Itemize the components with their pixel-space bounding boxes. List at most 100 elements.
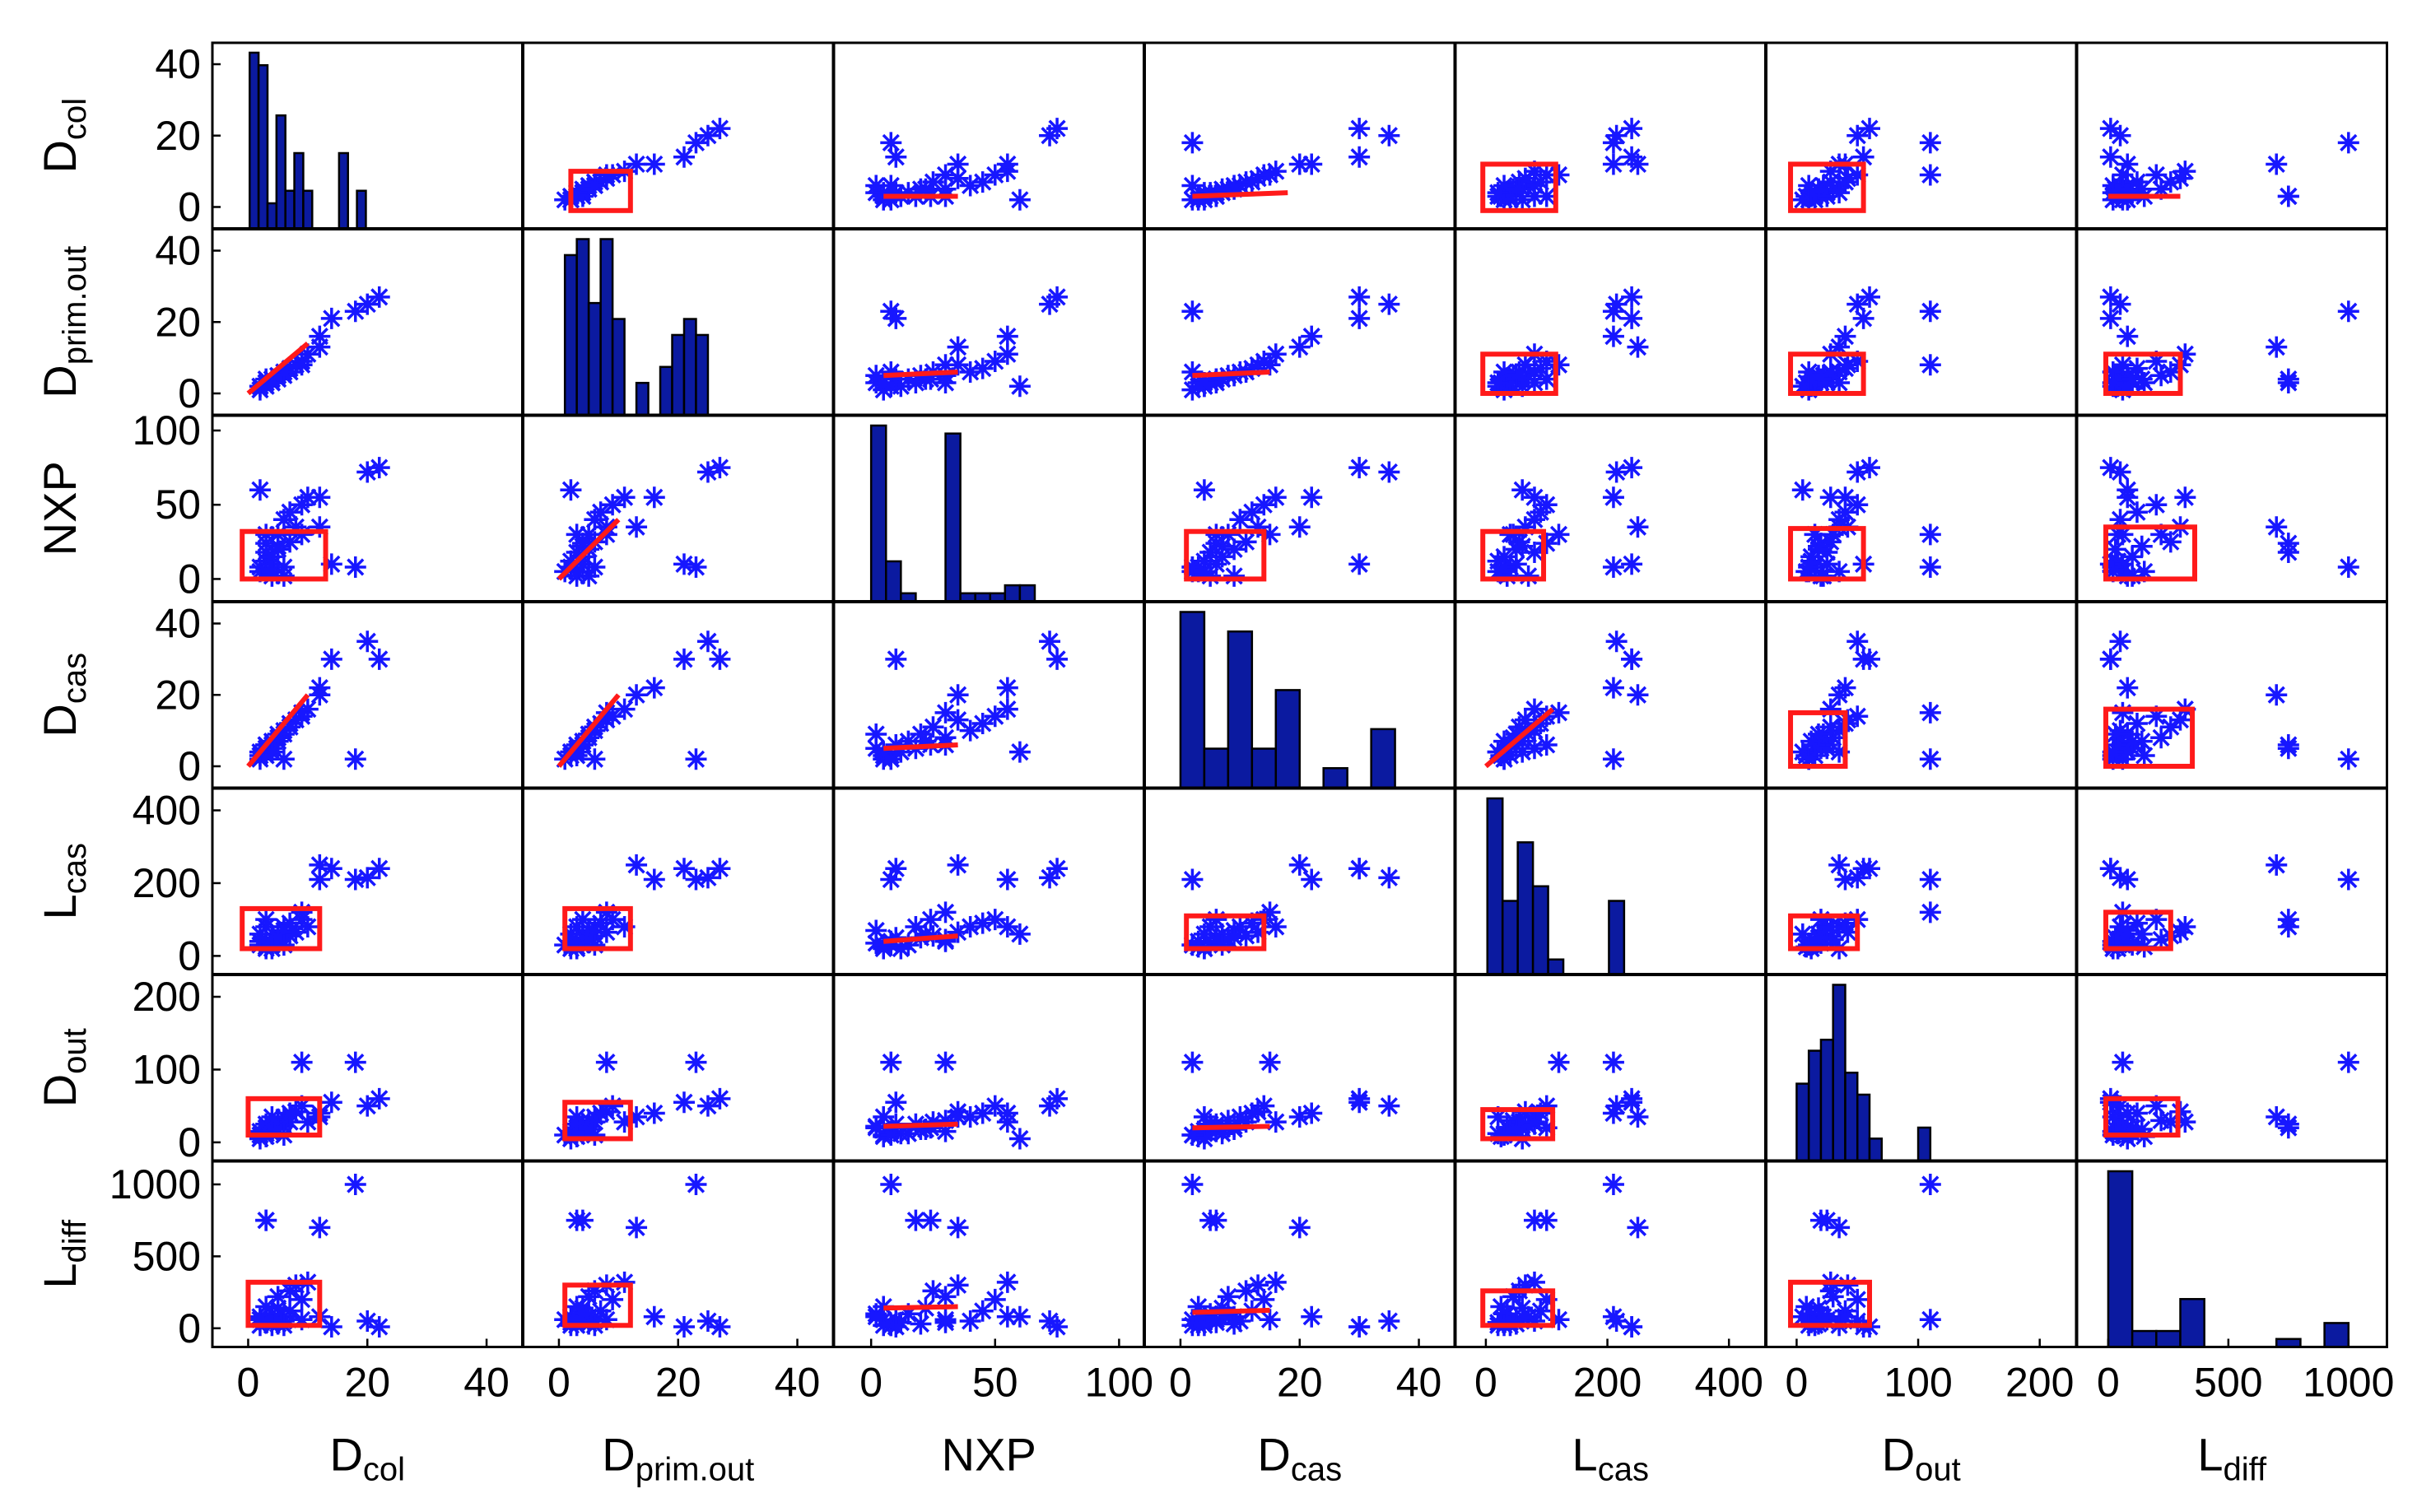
- scatter-point: [296, 343, 319, 365]
- scatter-point: [2131, 178, 2153, 200]
- scatter-point: [2109, 1095, 2131, 1117]
- scatter-point: [880, 300, 902, 323]
- scatter-point: [368, 858, 390, 880]
- scatter-point: [1602, 556, 1624, 579]
- scatter-point: [1496, 565, 1518, 587]
- scatter-point: [2133, 561, 2155, 583]
- y-tick-label: 0: [178, 743, 201, 789]
- scatter-point: [2102, 561, 2124, 583]
- scatter-point: [1223, 1313, 1246, 1335]
- scatter-point: [1487, 741, 1509, 763]
- scatter-point: [320, 858, 342, 880]
- scatter-point: [2109, 124, 2131, 147]
- histogram-bar: [1203, 747, 1230, 789]
- scatter-point: [885, 927, 907, 949]
- scatter-point: [709, 1087, 731, 1110]
- scatter-point: [897, 182, 920, 204]
- scatter-point: [2117, 565, 2139, 587]
- scatter-point: [1548, 523, 1570, 546]
- scatter-point: [2337, 132, 2359, 154]
- scatter-point: [709, 1316, 731, 1338]
- x-tick-label: 40: [775, 1360, 821, 1406]
- scatter-point: [356, 461, 379, 483]
- scatter-point: [2159, 531, 2182, 553]
- fit-line: [883, 1121, 958, 1129]
- scatter-point: [2266, 516, 2288, 538]
- scatter-point: [1193, 479, 1215, 501]
- scatter-point: [1919, 701, 1941, 723]
- scatter-point: [1859, 118, 1880, 140]
- scatter-point: [1809, 909, 1832, 931]
- scatter-point: [2337, 556, 2359, 579]
- x-tick-label: 0: [859, 1360, 883, 1406]
- scatter-point: [1247, 354, 1269, 376]
- scatter-point: [2126, 712, 2148, 734]
- scatter-point: [279, 912, 301, 934]
- panel-NXP-vs-Dout: [1791, 457, 1941, 587]
- scatter-point: [1247, 167, 1269, 189]
- scatter-point: [1217, 1286, 1239, 1308]
- scatter-point: [1264, 1111, 1287, 1133]
- scatter-point: [1181, 934, 1204, 956]
- panel-Ldiff-vs-Dcol: [249, 1173, 390, 1338]
- scatter-point: [1834, 868, 1856, 891]
- scatter-point: [2169, 167, 2191, 189]
- scatter-point: [1523, 185, 1545, 207]
- scatter-point: [1514, 516, 1536, 538]
- scatter-point: [2099, 118, 2121, 140]
- scatter-point: [1837, 354, 1859, 376]
- panel-Dprim-vs-NXP: [865, 286, 1069, 401]
- scatter-point: [2099, 146, 2121, 168]
- scatter-point: [1807, 365, 1829, 387]
- scatter-point: [1847, 461, 1869, 483]
- scatter-point: [1605, 293, 1628, 315]
- scatter-point: [1517, 565, 1539, 587]
- scatter-point: [1627, 1105, 1649, 1128]
- histogram-bar: [2155, 1329, 2182, 1348]
- scatter-point: [1605, 1095, 1628, 1117]
- histogram-bar: [249, 51, 260, 230]
- scatter-point: [947, 354, 969, 376]
- scatter-point: [1535, 494, 1558, 516]
- panel-Dprim-vs-Ldiff: [2099, 286, 2359, 401]
- scatter-point: [2174, 161, 2196, 183]
- y-tick-label: 0: [178, 556, 201, 602]
- x-tick-label: 200: [2005, 1360, 2074, 1406]
- scatter-point: [885, 1316, 907, 1338]
- scatter-point: [1505, 178, 1527, 200]
- histogram-bar: [1832, 984, 1847, 1162]
- fit-line: [883, 369, 958, 379]
- scatter-point: [1812, 1305, 1834, 1328]
- scatter-point: [2337, 300, 2359, 323]
- scatter-point: [1837, 1274, 1859, 1296]
- scatter-point: [1816, 553, 1838, 575]
- scatter-point: [1602, 132, 1624, 154]
- fit-box: [2103, 706, 2196, 769]
- scatter-point: [1046, 118, 1069, 140]
- scatter-point: [291, 1051, 313, 1073]
- x-axis-label-NXP: NXP: [942, 1429, 1036, 1481]
- scatter-point: [1253, 1288, 1275, 1310]
- scatter-point: [272, 916, 295, 938]
- panel-Dcas-vs-Dcol: [249, 630, 390, 770]
- scatter-point: [1919, 523, 1941, 546]
- scatter-point: [984, 350, 1006, 372]
- scatter-point: [643, 1102, 665, 1124]
- x-axis-label-Ldiff: Ldiff: [2197, 1429, 2267, 1488]
- scatter-point: [1807, 927, 1829, 949]
- scatter-point: [1627, 516, 1649, 538]
- scatter-point: [1193, 923, 1215, 945]
- scatter-point: [2099, 858, 2121, 880]
- fit-box: [1480, 351, 1558, 396]
- scatter-point: [2117, 868, 2139, 891]
- scatter-point: [1348, 118, 1371, 140]
- scatter-point: [1181, 132, 1204, 154]
- scatter-point: [1247, 516, 1269, 538]
- scatter-point: [1511, 479, 1534, 501]
- scatter-point: [1602, 300, 1624, 323]
- histogram-bar: [1856, 1093, 1871, 1162]
- y-tick-label: 200: [133, 860, 201, 906]
- panel-Dcas-vs-Dcas: [1179, 611, 1396, 789]
- scatter-point: [589, 1300, 612, 1322]
- scatter-point: [1828, 684, 1851, 706]
